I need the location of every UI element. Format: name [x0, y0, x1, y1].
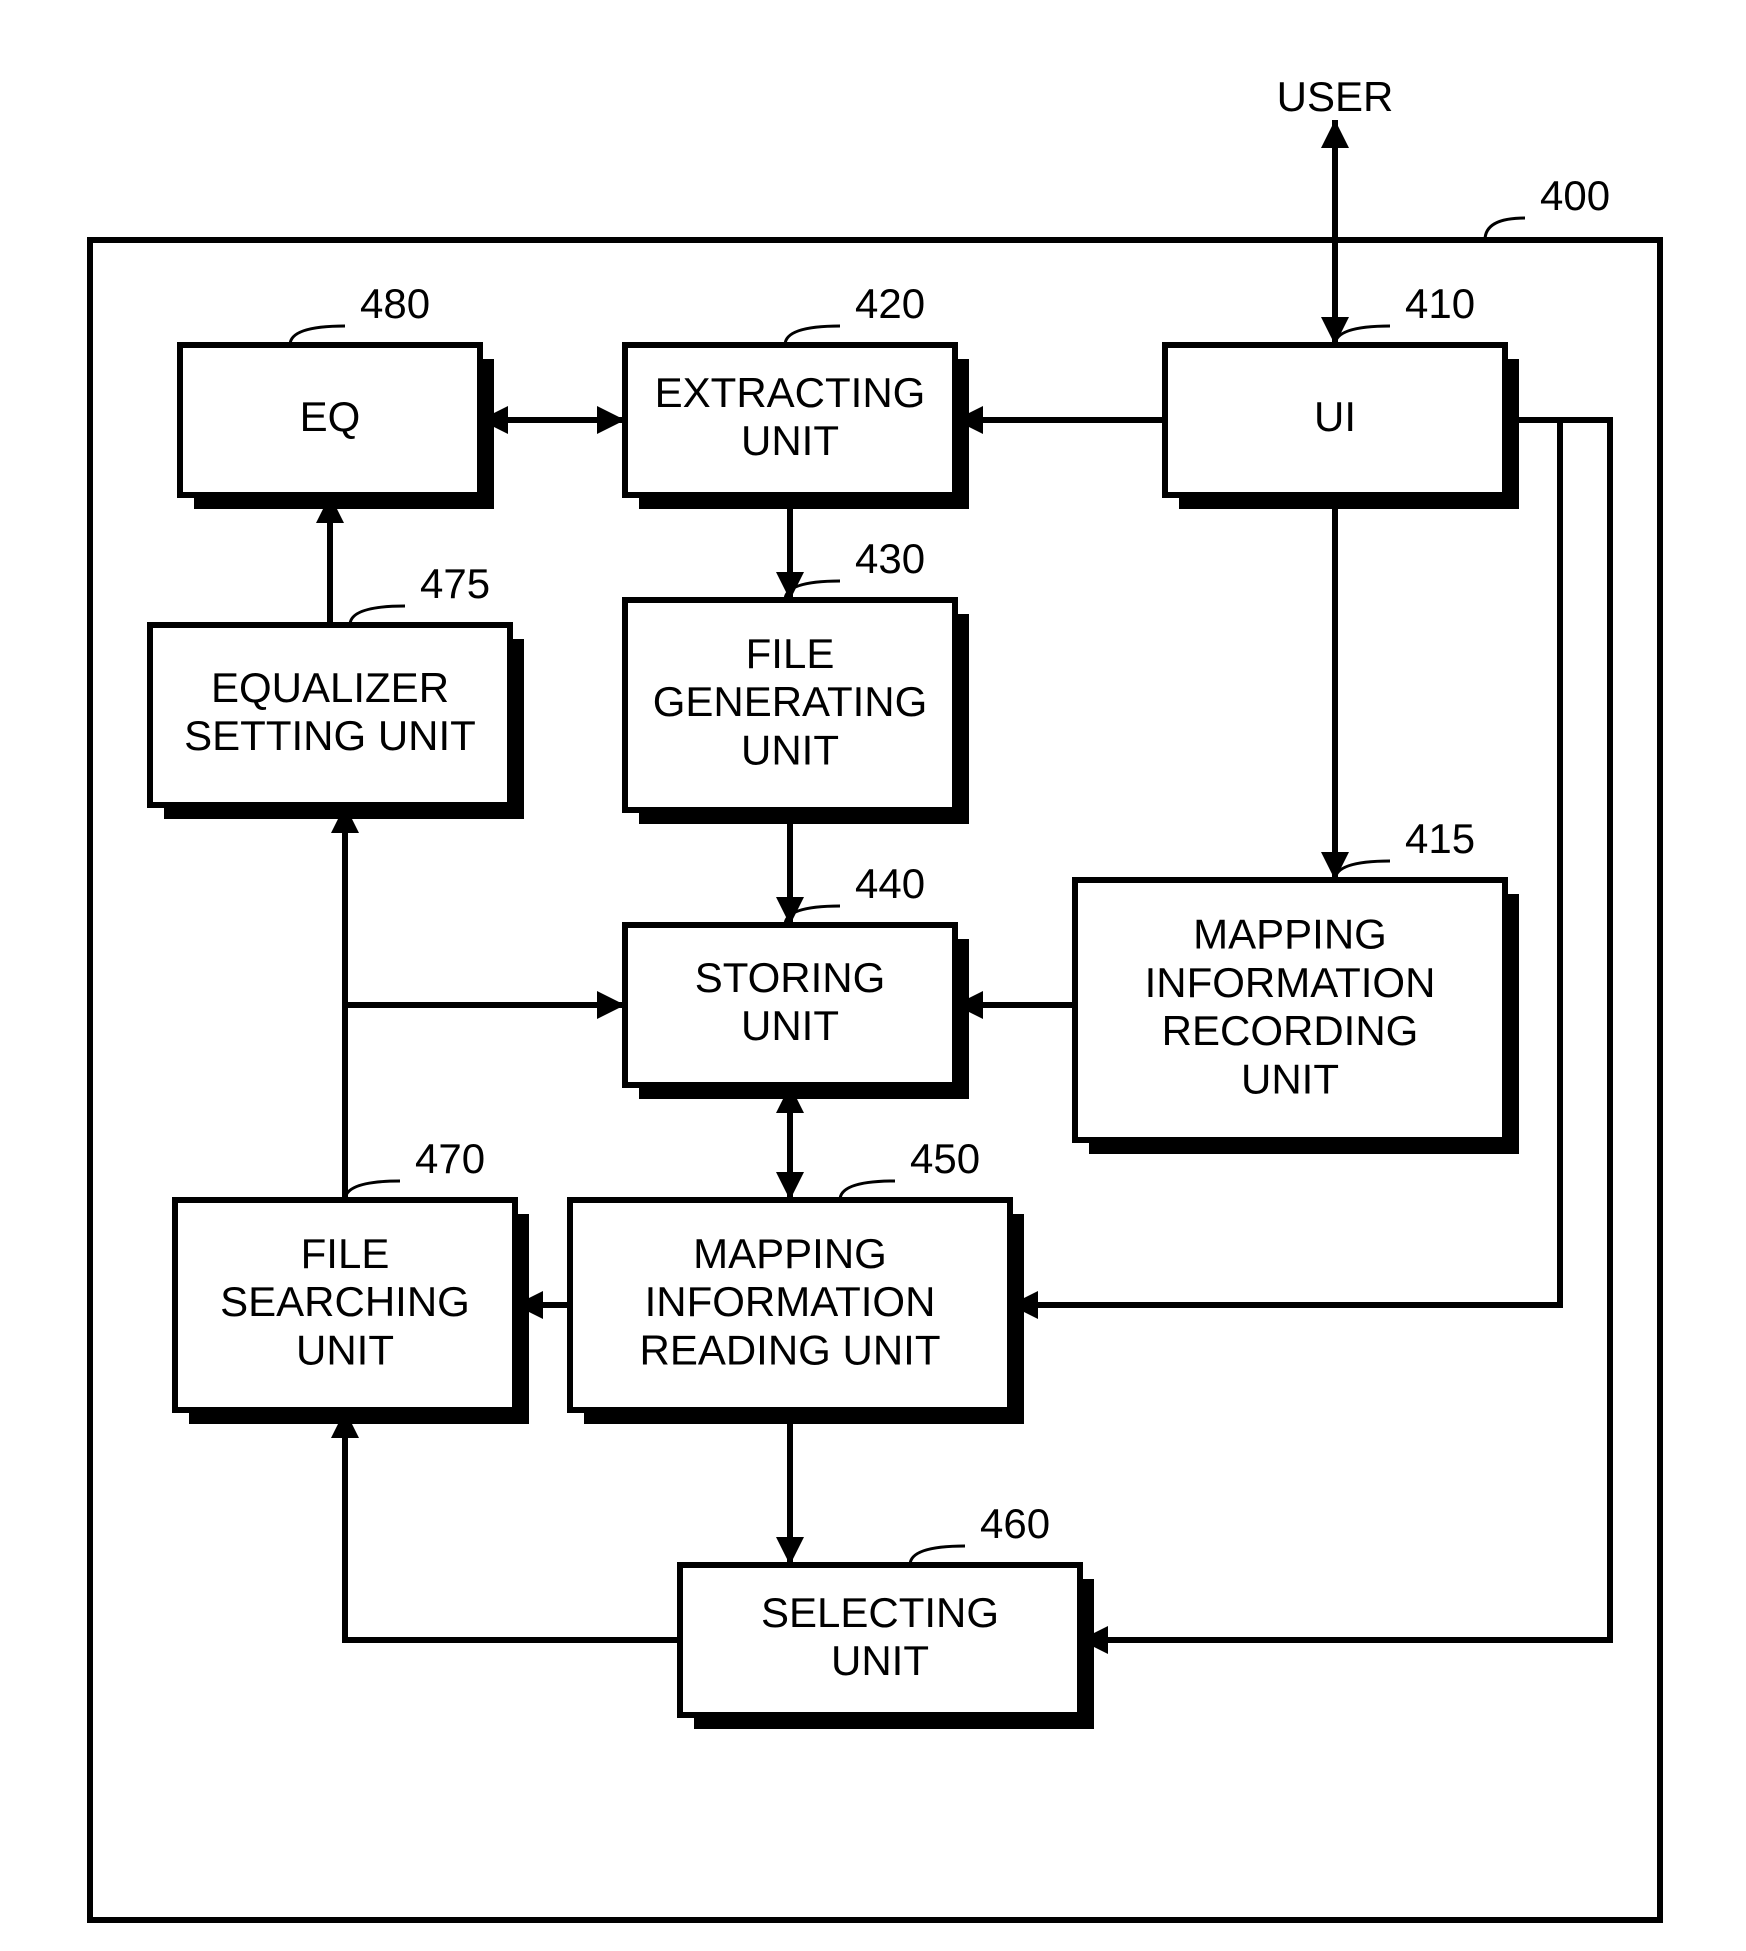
node-eqset-label-0: EQUALIZER [211, 664, 449, 711]
node-eq-label-0: EQ [300, 393, 361, 440]
node-selecting-ref: 460 [980, 1500, 1050, 1547]
node-filesrch: FILESEARCHINGUNIT 470 [175, 1135, 529, 1424]
node-eqset-label-1: SETTING UNIT [184, 712, 476, 759]
node-maprec-label-3: UNIT [1241, 1056, 1339, 1103]
node-selecting-label-0: SELECTING [761, 1589, 999, 1636]
external-label-user: USER [1277, 73, 1394, 120]
node-mapread-label-2: READING UNIT [639, 1326, 940, 1373]
node-selecting: SELECTINGUNIT 460 [680, 1500, 1094, 1729]
node-storing-ref: 440 [855, 860, 925, 907]
node-eqset: EQUALIZERSETTING UNIT 475 [150, 560, 524, 819]
node-extract: EXTRACTINGUNIT 420 [625, 280, 969, 509]
node-filegen-label-0: FILE [746, 630, 835, 677]
node-filesrch-label-2: UNIT [296, 1326, 394, 1373]
node-filegen-label-1: GENERATING [653, 678, 928, 725]
edge-ui-to-mapread [1010, 420, 1560, 1305]
node-eqset-ref: 475 [420, 560, 490, 607]
node-filegen-label-2: UNIT [741, 726, 839, 773]
node-extract-label-0: EXTRACTING [655, 369, 926, 416]
node-mapread: MAPPINGINFORMATIONREADING UNIT 450 [570, 1135, 1024, 1424]
node-maprec-ref: 415 [1405, 815, 1475, 862]
node-ui: UI 410 [1165, 280, 1519, 509]
node-maprec-label-0: MAPPING [1193, 911, 1387, 958]
node-mapread-label-0: MAPPING [693, 1230, 887, 1277]
node-storing: STORINGUNIT 440 [625, 860, 969, 1099]
node-mapread-ref: 450 [910, 1135, 980, 1182]
node-filesrch-ref: 470 [415, 1135, 485, 1182]
node-filesrch-label-1: SEARCHING [220, 1278, 470, 1325]
node-maprec-label-1: INFORMATION [1145, 959, 1436, 1006]
node-filegen: FILEGENERATINGUNIT 430 [625, 535, 969, 824]
block-diagram: 400USEREQ480EXTRACTINGUNIT420UI410EQUALI… [0, 0, 1746, 1951]
node-selecting-label-1: UNIT [831, 1637, 929, 1684]
node-filegen-ref: 430 [855, 535, 925, 582]
node-extract-label-1: UNIT [741, 417, 839, 464]
node-filesrch-label-0: FILE [301, 1230, 390, 1277]
node-maprec: MAPPINGINFORMATIONRECORDINGUNIT 415 [1075, 815, 1519, 1154]
node-ui-label-0: UI [1314, 393, 1356, 440]
node-ui-ref: 410 [1405, 280, 1475, 327]
node-eq-ref: 480 [360, 280, 430, 327]
edge-selecting-to-filesrch [345, 1410, 680, 1640]
container-ref: 400 [1540, 172, 1610, 219]
node-storing-label-0: STORING [695, 954, 886, 1001]
node-mapread-label-1: INFORMATION [645, 1278, 936, 1325]
node-extract-ref: 420 [855, 280, 925, 327]
node-eq: EQ 480 [180, 280, 494, 509]
node-storing-label-1: UNIT [741, 1002, 839, 1049]
node-maprec-label-2: RECORDING [1162, 1007, 1419, 1054]
